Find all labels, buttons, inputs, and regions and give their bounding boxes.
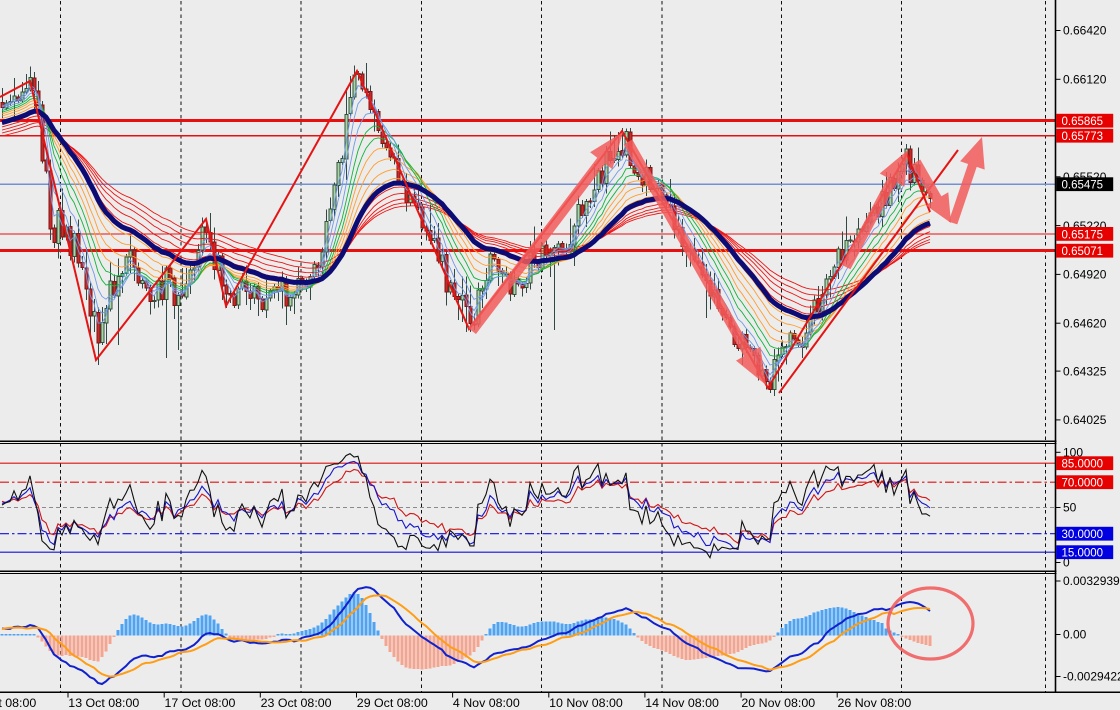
svg-text:0.64920: 0.64920 xyxy=(1063,268,1107,282)
svg-text:20 Nov 08:00: 20 Nov 08:00 xyxy=(741,696,815,710)
svg-text:10 Nov 08:00: 10 Nov 08:00 xyxy=(549,696,623,710)
svg-text:0.65175: 0.65175 xyxy=(1062,229,1104,241)
svg-text:17 Oct 08:00: 17 Oct 08:00 xyxy=(165,696,236,710)
svg-text:0.00: 0.00 xyxy=(1063,628,1087,642)
svg-text:0.65475: 0.65475 xyxy=(1062,180,1104,192)
svg-text:0.0032939: 0.0032939 xyxy=(1063,574,1120,588)
svg-text:0.66420: 0.66420 xyxy=(1063,24,1107,38)
svg-text:30.0000: 30.0000 xyxy=(1062,529,1104,541)
svg-text:23 Oct 08:00: 23 Oct 08:00 xyxy=(261,696,332,710)
svg-text:-0.0029422: -0.0029422 xyxy=(1063,670,1120,684)
svg-text:70.0000: 70.0000 xyxy=(1062,478,1104,490)
svg-text:0.64025: 0.64025 xyxy=(1063,413,1107,427)
svg-text:15.0000: 15.0000 xyxy=(1062,548,1104,560)
svg-text:0.64325: 0.64325 xyxy=(1063,364,1107,378)
svg-text:29 Oct 08:00: 29 Oct 08:00 xyxy=(357,696,428,710)
svg-text:4 Nov 08:00: 4 Nov 08:00 xyxy=(453,696,520,710)
svg-text:13 Oct 08:00: 13 Oct 08:00 xyxy=(68,696,139,710)
svg-text:26 Nov 08:00: 26 Nov 08:00 xyxy=(838,696,912,710)
svg-text:0.64620: 0.64620 xyxy=(1063,316,1107,330)
svg-text:0.65071: 0.65071 xyxy=(1062,246,1104,258)
svg-text:0.65773: 0.65773 xyxy=(1062,131,1104,143)
svg-text:85.0000: 85.0000 xyxy=(1062,459,1104,471)
svg-text:50: 50 xyxy=(1063,501,1077,515)
svg-text:100: 100 xyxy=(1063,446,1083,460)
svg-text:9 Oct 08:00: 9 Oct 08:00 xyxy=(0,696,36,710)
svg-text:0: 0 xyxy=(1063,556,1070,570)
svg-text:0.65865: 0.65865 xyxy=(1062,116,1104,128)
svg-text:14 Nov 08:00: 14 Nov 08:00 xyxy=(645,696,719,710)
svg-text:0.66120: 0.66120 xyxy=(1063,73,1107,87)
